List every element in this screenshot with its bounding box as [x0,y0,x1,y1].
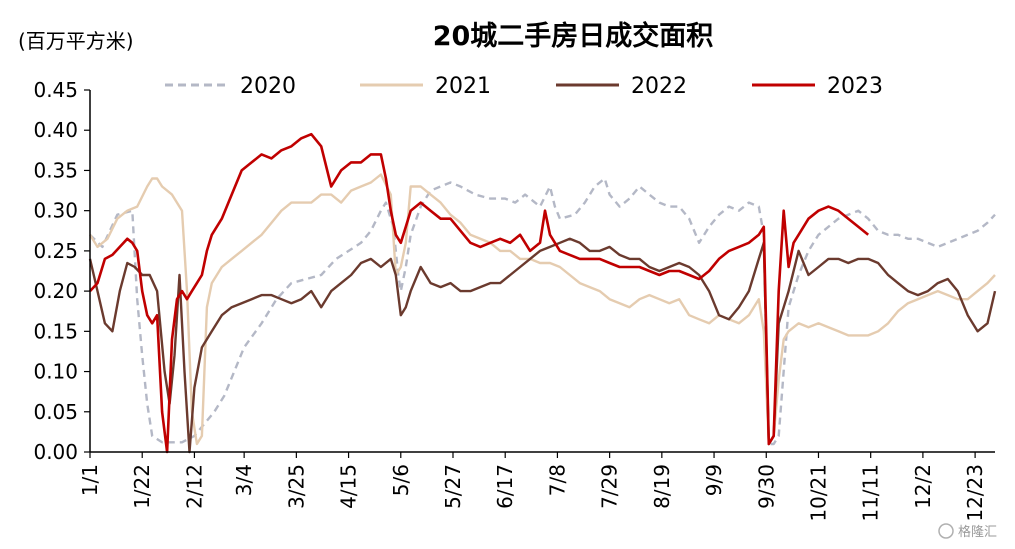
y-tick-label: 0.40 [33,118,78,142]
y-tick-label: 0.45 [33,78,78,102]
y-tick-label: 0.10 [33,360,78,384]
legend-label-2023: 2023 [827,74,883,99]
series-line-2022 [88,237,997,454]
x-tick-label: 9/30 [754,464,778,509]
y-tick-label: 0.30 [33,199,78,223]
y-axis-ticks: 0.00 0.05 0.10 0.15 0.20 0.25 0.30 0.35 0.40 0.45 [33,78,90,464]
chart-title: 20城二手房日成交面积 [433,20,714,52]
unit-label: (百万平方米) [18,29,134,53]
y-tick-label: 0.00 [33,440,78,464]
x-tick-label: 11/11 [859,464,883,522]
legend-item-2022: 2022 [556,74,687,99]
legend-item-2021: 2021 [360,74,491,99]
legend-label-2020: 2020 [240,74,296,99]
x-tick-label: 1/22 [130,464,154,509]
x-tick-label: 2/12 [182,464,206,509]
x-axis-ticks: 1/1 1/22 2/12 3/4 3/25 4/15 5/6 5/27 6/17 7/8 7/29… [78,452,987,522]
x-tick-label: 7/8 [545,464,569,496]
watermark: 格隆汇 [938,523,997,540]
x-tick-label: 12/2 [911,464,935,509]
y-tick-label: 0.35 [33,158,78,182]
series-line-2021 [88,173,996,446]
x-tick-label: 7/29 [598,464,622,509]
x-tick-label: 9/9 [702,464,726,496]
legend-item-2020: 2020 [165,74,296,99]
series-lines [88,132,997,454]
x-tick-label: 6/17 [493,464,517,509]
x-tick-label: 5/27 [441,464,465,509]
x-tick-label: 3/4 [232,464,256,496]
y-tick-label: 0.20 [33,279,78,303]
x-tick-label: 4/15 [337,464,361,509]
legend-label-2021: 2021 [435,74,491,99]
legend-label-2022: 2022 [631,74,687,99]
x-tick-label: 1/1 [78,464,102,496]
y-tick-label: 0.05 [33,400,78,424]
x-tick-label: 10/21 [806,464,830,522]
y-tick-label: 0.15 [33,319,78,343]
legend-item-2023: 2023 [752,74,883,99]
x-tick-label: 3/25 [284,464,308,509]
watermark-text: 格隆汇 [958,524,997,540]
glh-logo-icon [938,523,954,539]
x-tick-label: 8/19 [650,464,674,509]
series-line-2023 [89,132,870,454]
x-tick-label: 5/6 [389,464,413,496]
x-tick-label: 12/23 [963,464,987,522]
legend: 2020 2021 2022 2023 [165,74,883,99]
y-tick-label: 0.25 [33,239,78,263]
